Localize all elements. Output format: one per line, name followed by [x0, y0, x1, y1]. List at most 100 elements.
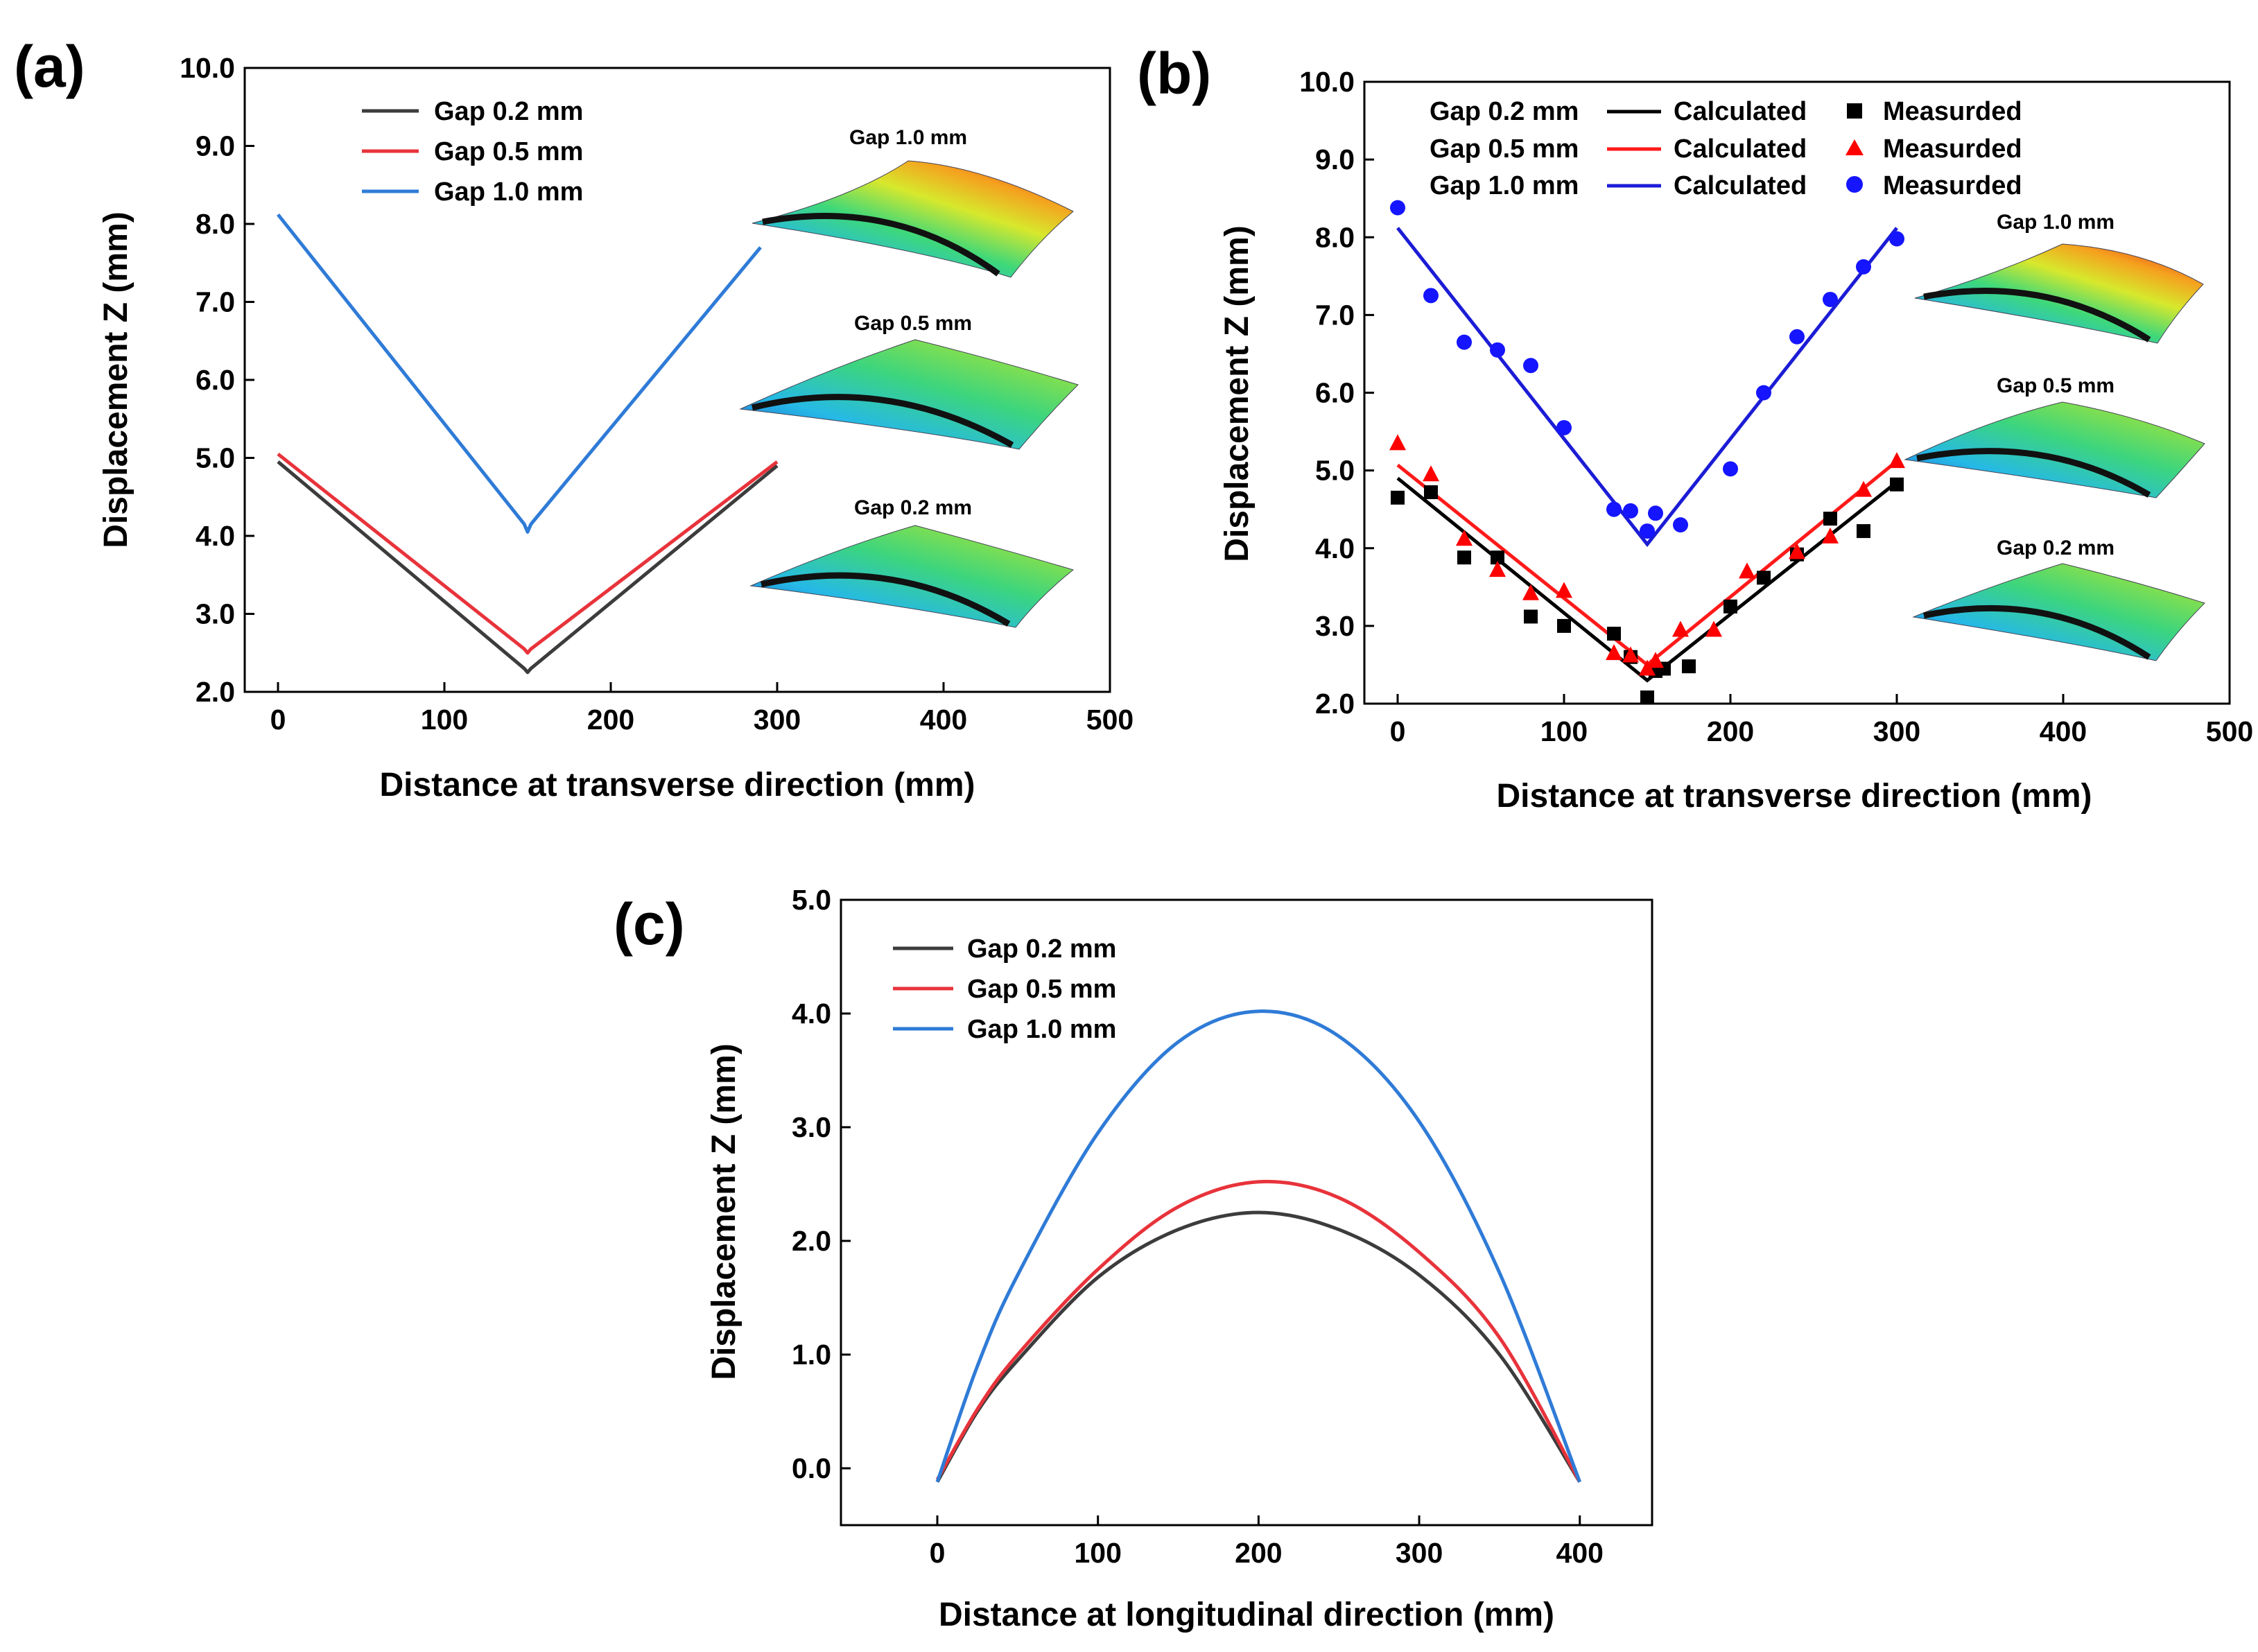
measured-point-square	[1890, 477, 1904, 492]
series-curve-gap-0-2-mm	[935, 1210, 1581, 1484]
y-tick-label: 5.0	[792, 884, 831, 916]
y-tick-label: 5.0	[196, 442, 235, 474]
legend-square-marker	[1847, 103, 1862, 119]
measured-point-circle	[1457, 334, 1472, 350]
y-tick-label: 4.0	[792, 998, 831, 1029]
panel-b: (b) 2.0 3.0 4.0 5.0 6.0 7.0 8.0 9.0 10.0 0 100 200…	[1137, 41, 2253, 815]
calculated-line-gap-0-5-mm	[1396, 460, 1898, 668]
panel-b-inset-gap-0-5: Gap 0.5 mm	[1904, 374, 2205, 498]
legend-gap-0-2: Gap 0.2 mm	[1430, 97, 1579, 126]
measured-point-circle	[1756, 385, 1771, 401]
y-tick-label: 8.0	[196, 208, 235, 240]
y-tick-label: 6.0	[196, 364, 235, 396]
y-tick-label: 4.0	[196, 520, 235, 552]
panel-b-measured-series	[1389, 200, 1905, 705]
inset-label: Gap 1.0 mm	[849, 126, 967, 149]
measured-point-triangle	[1456, 530, 1473, 546]
legend-calc-0-5: Calculated	[1674, 134, 1807, 164]
panel-c-label: (c)	[614, 892, 685, 957]
inset-label: Gap 0.5 mm	[854, 312, 972, 335]
y-tick-label: 7.0	[196, 286, 235, 318]
y-tick-label: 3.0	[196, 598, 235, 630]
series-curve-gap-1-0-mm	[935, 1009, 1582, 1483]
measured-point-triangle	[1855, 480, 1872, 497]
measured-point-triangle	[1622, 646, 1639, 663]
x-tick-label: 400	[920, 704, 967, 736]
measured-point-circle	[1390, 200, 1405, 216]
inset-label: Gap 0.2 mm	[1997, 537, 2114, 559]
measured-point-triangle	[1423, 465, 1439, 482]
y-tick-label: 6.0	[1315, 377, 1355, 409]
y-tick-label: 9.0	[1315, 144, 1355, 175]
x-tick-label: 0	[270, 704, 286, 736]
legend-gap-1-0: Gap 1.0 mm	[1430, 171, 1579, 200]
x-tick-label: 300	[1873, 715, 1920, 747]
calculated-line-gap-0-2-mm	[1396, 476, 1898, 683]
y-tick-label: 10.0	[180, 52, 235, 84]
measured-point-circle	[1723, 461, 1738, 477]
panel-a-label: (a)	[14, 34, 85, 99]
measured-point-circle	[1556, 419, 1572, 435]
panel-c-y-axis: 0.0 1.0 2.0 3.0 4.0 5.0	[792, 884, 851, 1484]
measured-point-triangle	[1639, 659, 1656, 676]
measured-point-circle	[1648, 505, 1663, 521]
measured-point-triangle	[1389, 434, 1406, 451]
y-tick-label: 5.0	[1315, 455, 1355, 487]
x-tick-label: 400	[1556, 1537, 1604, 1569]
measured-point-square	[1424, 485, 1438, 500]
panel-b-y-axis: 2.0 3.0 4.0 5.0 6.0 7.0 8.0 9.0 10.0	[1299, 66, 1374, 720]
measured-point-circle	[1423, 288, 1439, 304]
panel-a: (a) 2.0 3.0 4.0 5.0 6.0 7.0 8.0 9.0 10.0 0 100 200…	[14, 34, 1134, 803]
panel-a-x-axis: 0 100 200 300 400 500	[270, 682, 1134, 736]
inset-label: Gap 0.2 mm	[854, 496, 972, 519]
legend-triangle-marker	[1846, 139, 1864, 155]
measured-point-triangle	[1739, 562, 1755, 579]
measured-point-circle	[1673, 517, 1688, 533]
measured-point-circle	[1823, 291, 1838, 307]
x-tick-label: 200	[1707, 715, 1754, 747]
panel-a-y-axis: 2.0 3.0 4.0 5.0 6.0 7.0 8.0 9.0 10.0	[180, 52, 254, 708]
panel-b-inset-gap-1-0: Gap 1.0 mm	[1914, 211, 2204, 344]
x-tick-label: 100	[1074, 1537, 1121, 1569]
measured-point-triangle	[1556, 582, 1572, 598]
y-tick-label: 9.0	[196, 130, 235, 162]
measured-point-square	[1557, 618, 1571, 633]
legend-calc-1-0: Calculated	[1674, 171, 1807, 200]
y-tick-label: 7.0	[1315, 299, 1355, 331]
legend-meas-0-2: Measurded	[1883, 97, 2022, 126]
measured-point-triangle	[1489, 561, 1506, 577]
x-tick-label: 500	[2206, 715, 2253, 747]
panel-a-inset-gap-0-2: Gap 0.2 mm	[749, 496, 1075, 628]
x-tick-label: 200	[587, 704, 634, 736]
series-curve-gap-0-5-mm	[935, 1179, 1581, 1483]
x-tick-label: 300	[1396, 1537, 1443, 1569]
legend-label-gap-1-0: Gap 1.0 mm	[967, 1015, 1116, 1044]
measured-point-square	[1823, 512, 1837, 526]
panel-b-inset-gap-0-2: Gap 0.2 mm	[1912, 537, 2205, 661]
legend-meas-1-0: Measurded	[1883, 171, 2022, 200]
y-tick-label: 2.0	[1315, 688, 1355, 720]
panel-c-frame	[840, 898, 1653, 1527]
x-tick-label: 300	[754, 704, 801, 736]
panel-a-y-axis-label: Displacement Z (mm)	[98, 211, 134, 548]
panel-c: (c) 0.0 1.0 2.0 3.0 4.0 5.0 0 100 200 300 400 Dis…	[614, 884, 1653, 1633]
measured-point-triangle	[1606, 644, 1622, 661]
legend-circle-marker	[1846, 176, 1863, 193]
measured-point-circle	[1640, 523, 1655, 539]
inset-label: Gap 1.0 mm	[1997, 211, 2114, 234]
panel-b-calculated-series	[1396, 227, 1898, 683]
panel-a-series	[277, 213, 779, 675]
calculated-line-gap-1-0-mm	[1396, 227, 1898, 548]
panel-b-legend: Gap 0.2 mm Calculated Measurded Gap 0.5 …	[1430, 97, 2022, 200]
legend-label-gap-0-2: Gap 0.2 mm	[434, 97, 583, 126]
panel-b-y-axis-label: Displacement Z (mm)	[1219, 225, 1256, 562]
measured-point-square	[1524, 609, 1538, 624]
series-line-gap-0-5-mm	[277, 452, 779, 655]
measured-point-triangle	[1888, 452, 1905, 469]
panel-c-legend: Gap 0.2 mm Gap 0.5 mm Gap 1.0 mm	[893, 934, 1116, 1044]
panel-b-x-axis: 0 100 200 300 400 500	[1390, 694, 2253, 747]
legend-meas-0-5: Measurded	[1883, 134, 2022, 164]
x-tick-label: 0	[930, 1537, 946, 1569]
panel-a-inset-gap-1-0: Gap 1.0 mm	[752, 126, 1074, 278]
